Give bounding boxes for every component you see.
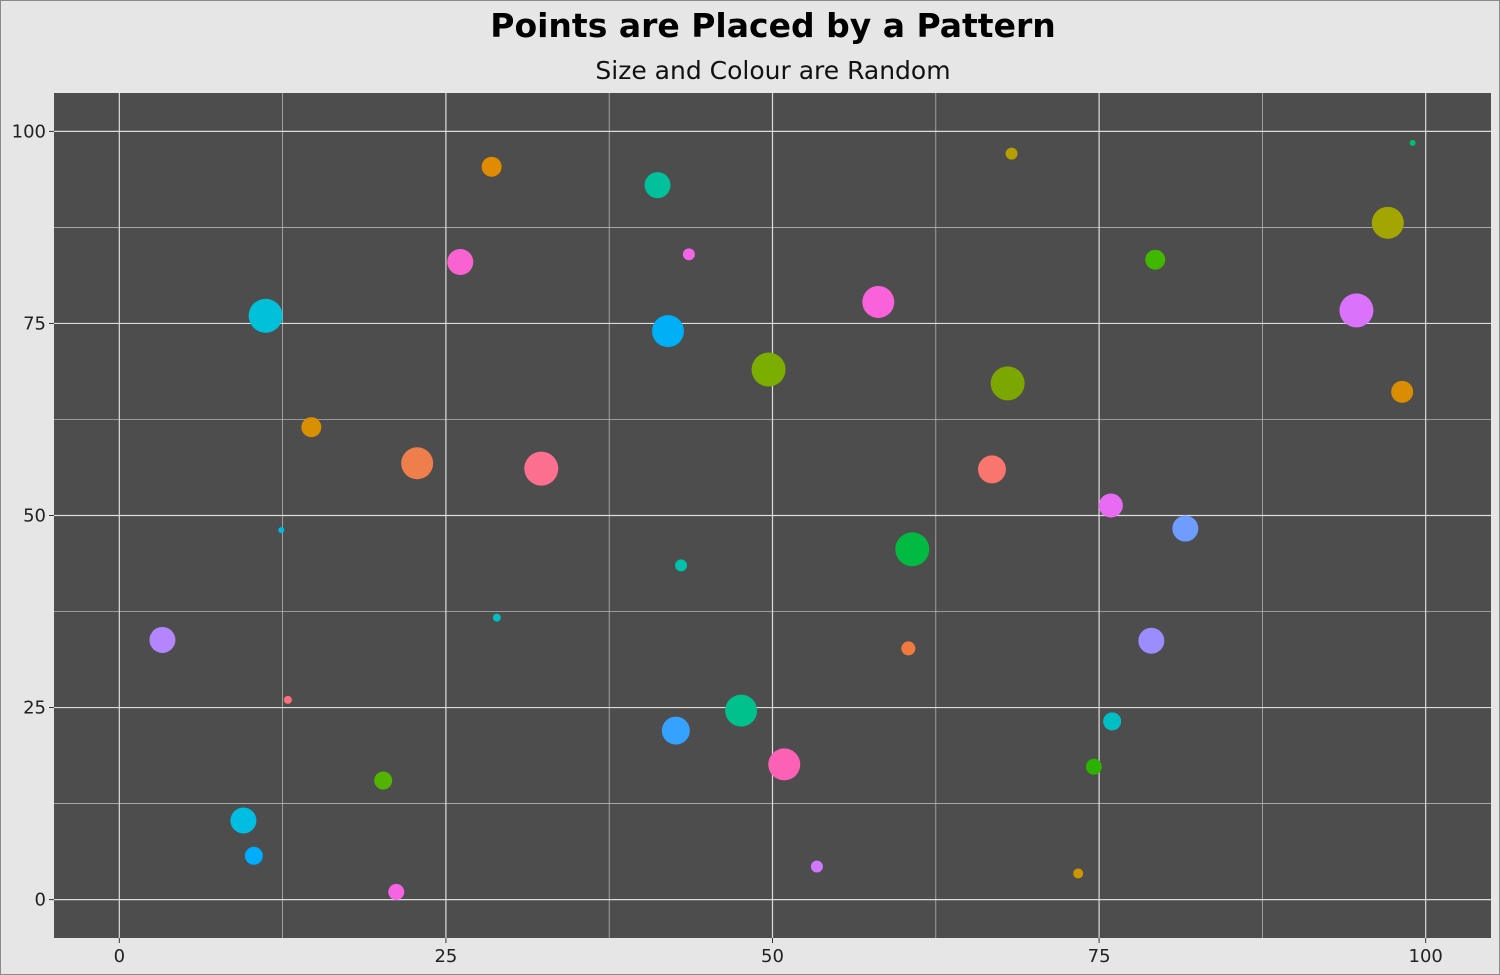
data-point [248,298,283,333]
y-tick-label: 75 [23,313,46,334]
x-tick-label: 75 [1088,946,1111,967]
data-point [895,532,930,567]
x-tick-label: 50 [761,946,784,967]
y-tick-label: 100 [12,121,46,142]
data-point [1098,493,1123,518]
data-points [149,139,1416,900]
y-axis: 0 25 50 75 100 [12,121,54,911]
data-point [1145,249,1166,270]
data-point [401,447,434,480]
data-point [1391,380,1414,403]
data-point [283,695,292,704]
data-point [1085,758,1102,775]
data-point [644,172,671,199]
data-point [492,613,501,622]
data-point [1172,515,1199,542]
data-point [862,285,895,318]
data-point [1005,147,1018,160]
data-point [810,860,823,873]
data-point [244,846,263,865]
data-point [725,694,758,727]
data-point [1339,293,1374,328]
data-point [301,417,322,438]
data-point [675,559,688,572]
data-point [1073,868,1084,879]
x-tick-label: 0 [114,946,125,967]
x-axis: 0 25 50 75 100 [114,938,1443,967]
data-point [388,883,405,900]
chart-title: Points are Placed by a Pattern [490,6,1055,45]
data-point [651,315,684,348]
y-tick-label: 0 [35,890,46,911]
data-point [278,527,285,534]
data-point [682,248,695,261]
data-point [447,249,474,275]
data-point [990,366,1025,401]
x-tick-label: 25 [434,946,457,967]
y-tick-label: 50 [23,506,46,527]
data-point [1103,712,1122,731]
data-point [977,455,1006,484]
chart-subtitle: Size and Colour are Random [595,56,950,85]
data-point [901,641,916,656]
data-point [1138,627,1165,654]
data-point [1409,139,1416,146]
data-point [230,807,257,834]
y-tick-label: 25 [23,698,46,719]
data-point [524,451,559,486]
data-point [768,748,801,781]
x-tick-label: 100 [1409,946,1443,967]
data-point [751,352,786,387]
major-gridlines [54,93,1491,938]
data-point [374,771,393,790]
data-point [661,716,690,745]
data-point [1371,206,1404,239]
data-point [481,156,502,177]
data-point [149,626,176,653]
